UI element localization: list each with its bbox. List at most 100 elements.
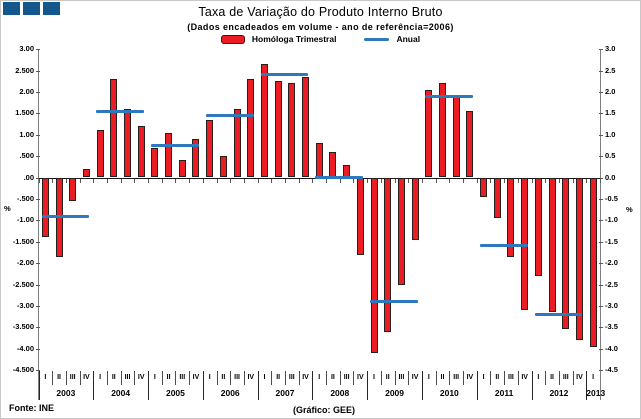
x-year-separator [93, 370, 95, 400]
x-quarter-separator [271, 371, 273, 385]
x-quarter-separator [120, 371, 122, 385]
y-tick-label-right: -4.0 [605, 343, 618, 353]
y-tick-right [598, 241, 603, 243]
x-year-separator [202, 370, 204, 400]
x-year-separator [367, 370, 369, 400]
x-axis-quarter-tick [490, 178, 492, 183]
x-quarter-label: IV [411, 373, 419, 381]
y-tick-right [598, 177, 603, 179]
x-axis-quarter-tick [449, 178, 451, 183]
x-axis-quarter-tick [161, 178, 163, 183]
y-tick-label-left: -2.00 [16, 258, 34, 268]
x-quarter-separator [79, 371, 81, 385]
y-tick-right [598, 284, 603, 286]
x-quarter-label: I [427, 373, 430, 381]
annual-line-2010 [424, 94, 473, 98]
x-quarter-label: III [288, 373, 295, 381]
y-tick-label-left: 1.500 [15, 108, 34, 118]
y-tick-label-right: -2.0 [605, 258, 618, 268]
y-tick-label-left: .500 [19, 151, 34, 161]
x-quarter-label: II [57, 373, 61, 381]
bar-2011-Q1 [480, 177, 488, 197]
x-year-separator [476, 370, 478, 400]
x-axis-quarter-tick [367, 178, 369, 183]
x-quarter-label: IV [83, 373, 90, 381]
bar-2007-Q2 [274, 81, 282, 178]
y-tick-label-left: -1.00 [16, 215, 34, 225]
bar-2012-Q1 [534, 177, 542, 276]
y-tick-label-right: -3.0 [605, 300, 618, 310]
x-year-separator [257, 370, 259, 400]
x-quarter-label: II [385, 373, 390, 381]
y-tick-left [36, 241, 40, 243]
x-axis-quarter-tick [339, 178, 341, 183]
x-quarter-label: IV [302, 373, 309, 381]
x-axis-quarter-tick [312, 178, 314, 183]
chart-title: Taxa de Variação do Produto Interno Brut… [198, 5, 443, 19]
x-axis-quarter-tick [394, 178, 396, 183]
legend-line-swatch-icon [364, 37, 390, 41]
annual-line-2012 [534, 312, 583, 316]
x-quarter-separator [408, 371, 410, 385]
y-tick-label-right: -0.5 [605, 193, 618, 203]
annual-line-2009 [370, 300, 418, 304]
x-quarter-label: IV [521, 373, 528, 381]
x-quarter-separator [545, 371, 547, 385]
x-quarter-separator [339, 371, 341, 385]
x-year-label-2011: 2011 [494, 387, 514, 398]
x-quarter-label: III [124, 373, 131, 381]
x-quarter-label: I [99, 373, 102, 381]
x-quarter-label: II [166, 373, 171, 381]
x-quarter-label: III [398, 373, 405, 381]
bar-2010-Q2 [439, 83, 446, 178]
x-quarter-separator [572, 371, 574, 385]
x-year-label-2008: 2008 [330, 387, 350, 398]
y-tick-label-right: -1.5 [605, 236, 618, 246]
x-quarter-separator [175, 371, 177, 385]
bar-2009-Q3 [397, 177, 405, 285]
x-axis-quarter-tick [600, 178, 601, 183]
bar-2008-Q2 [329, 151, 337, 178]
y-tick-right [598, 70, 603, 72]
x-axis-quarter-tick [243, 178, 245, 183]
x-axis-quarter-tick [326, 178, 328, 183]
chart-subtitle: (Dados encadeados em volume - ano de ref… [187, 22, 454, 32]
x-quarter-separator [65, 371, 67, 385]
x-axis-quarter-tick [93, 178, 95, 183]
x-quarter-label: I [537, 373, 540, 381]
x-quarter-separator [230, 371, 232, 385]
y-axis-title-right: % [626, 205, 633, 214]
x-year-label-2010: 2010 [439, 387, 459, 398]
x-quarter-label: II [495, 373, 500, 381]
bar-2004-Q2 [110, 79, 118, 178]
x-axis-quarter-tick [65, 178, 67, 183]
x-quarter-label: II [276, 373, 281, 381]
x-quarter-separator [394, 371, 396, 385]
x-axis-quarter-tick [38, 178, 40, 183]
bar-2009-Q2 [384, 177, 392, 332]
x-quarter-label: I [208, 373, 211, 381]
x-quarter-label: III [234, 373, 240, 381]
x-quarter-separator [435, 371, 437, 385]
y-tick-left [36, 348, 40, 350]
x-axis-quarter-tick [586, 178, 588, 183]
x-quarter-separator [189, 371, 191, 385]
x-axis-quarter-tick [572, 178, 574, 183]
x-axis-quarter-tick [298, 178, 300, 183]
y-tick-right [598, 305, 603, 307]
x-axis-quarter-tick [271, 178, 273, 183]
annual-line-2005 [151, 143, 199, 147]
y-tick-left [36, 49, 40, 51]
x-axis-quarter-tick [216, 178, 218, 183]
x-quarter-separator [353, 371, 355, 385]
y-tick-right [598, 49, 603, 51]
x-quarter-label: III [508, 373, 514, 381]
x-quarter-separator [243, 371, 245, 385]
annual-line-2007 [260, 73, 309, 77]
x-year-label-2007: 2007 [275, 387, 295, 398]
x-quarter-separator [463, 371, 465, 385]
x-year-label-2005: 2005 [165, 387, 185, 398]
x-year-label-2004: 2004 [111, 387, 131, 398]
